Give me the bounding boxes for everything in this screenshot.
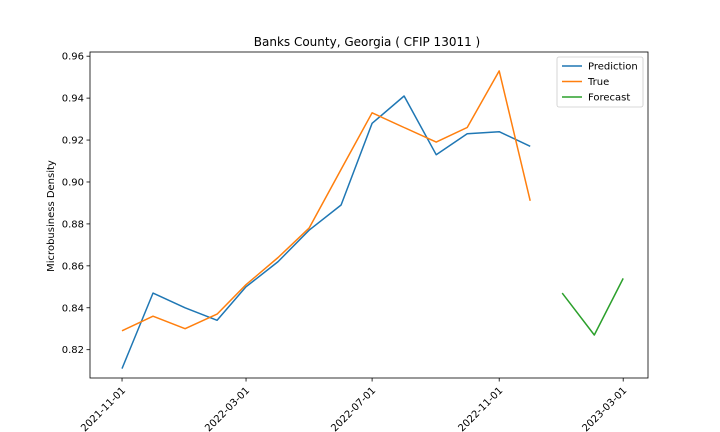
y-tick-label: 0.84 xyxy=(62,303,84,314)
y-tick-label: 0.96 xyxy=(62,52,84,63)
x-tick-label: 2022-03-01 xyxy=(203,385,252,432)
y-tick-label: 0.82 xyxy=(62,345,84,356)
y-axis-label: Microbusiness Density xyxy=(46,160,57,272)
x-tick-label: 2022-07-01 xyxy=(329,385,378,432)
series-line-true xyxy=(121,70,531,332)
series-line-forecast xyxy=(561,278,624,336)
legend-label-forecast: Forecast xyxy=(588,93,630,104)
y-tick-label: 0.86 xyxy=(62,261,84,272)
legend: Prediction True Forecast xyxy=(556,56,644,108)
x-tick-label: 2023-03-01 xyxy=(580,385,629,432)
legend-label-true: True xyxy=(587,77,609,88)
x-axis-ticks: 2021-11-01 2022-03-01 2022-07-01 2022-11-01… xyxy=(79,378,629,432)
series-line-prediction xyxy=(121,95,531,369)
y-axis-ticks: 0.82 0.84 0.86 0.88 0.90 0.92 0.94 0.96 xyxy=(62,52,90,356)
series-layer xyxy=(121,70,624,369)
y-tick-label: 0.88 xyxy=(62,219,84,230)
plot-area-frame xyxy=(89,51,649,379)
legend-box xyxy=(556,56,644,108)
y-tick-label: 0.94 xyxy=(62,94,84,105)
y-tick-label: 0.92 xyxy=(62,136,84,147)
x-tick-label: 2022-11-01 xyxy=(456,385,505,432)
chart-title: Banks County, Georgia ( CFIP 13011 ) xyxy=(254,35,480,49)
legend-label-prediction: Prediction xyxy=(588,62,638,73)
x-tick-label: 2021-11-01 xyxy=(79,385,128,432)
y-tick-label: 0.90 xyxy=(62,177,84,188)
